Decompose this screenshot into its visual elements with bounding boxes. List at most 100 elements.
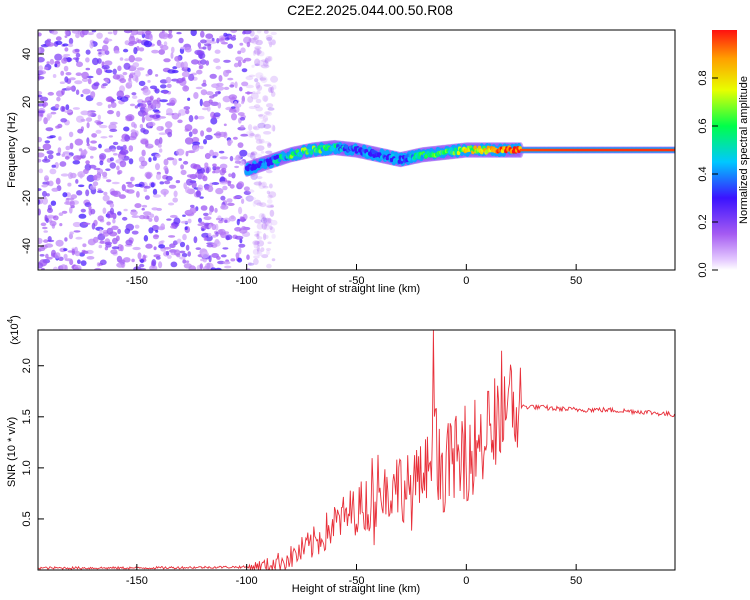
noise-blob: [112, 237, 118, 245]
noise-blob: [85, 57, 90, 63]
noise-blob: [127, 183, 135, 188]
noise-blob: [201, 251, 210, 259]
colorbar-tick-label: 0.4: [697, 166, 709, 181]
noise-blob: [96, 121, 102, 126]
noise-blob: [38, 32, 42, 37]
noise-blob: [88, 164, 97, 169]
noise-blob: [38, 199, 41, 206]
noise-blob: [223, 32, 228, 37]
noise-blob: [248, 131, 254, 139]
noise-blob: [64, 156, 70, 160]
noise-blob: [149, 265, 158, 270]
noise-blob: [77, 259, 81, 265]
noise-blob: [240, 125, 245, 129]
noise-blob: [75, 52, 81, 58]
noise-blob: [266, 169, 273, 174]
noise-blob: [206, 127, 213, 133]
noise-blob: [100, 136, 108, 139]
noise-blob: [41, 184, 48, 188]
noise-blob: [120, 244, 124, 252]
noise-blob: [256, 85, 263, 91]
noise-blob: [67, 182, 72, 187]
noise-blob: [170, 225, 176, 229]
noise-blob: [75, 236, 83, 240]
colorbar-gradient: [712, 30, 737, 270]
noise-blob: [131, 215, 140, 219]
noise-blob: [108, 135, 114, 138]
noise-blob: [184, 46, 192, 53]
noise-blob: [117, 211, 122, 216]
noise-blob: [71, 248, 76, 256]
noise-blob: [263, 123, 272, 129]
noise-blob: [173, 190, 178, 198]
trace-core: [407, 156, 412, 162]
trace-core: [275, 154, 280, 159]
noise-blob: [151, 259, 157, 267]
noise-blob: [58, 212, 64, 216]
noise-blob: [152, 234, 159, 240]
noise-blob: [262, 114, 268, 123]
noise-blob: [108, 123, 117, 131]
noise-blob: [176, 31, 182, 35]
y-tick-label: 0: [21, 147, 33, 153]
noise-blob: [97, 215, 104, 222]
noise-blob: [254, 78, 259, 83]
noise-blob: [155, 256, 161, 260]
noise-blob: [270, 124, 275, 132]
noise-blob: [152, 194, 161, 198]
noise-blob: [74, 80, 83, 85]
noise-blob: [147, 68, 153, 76]
noise-blob: [38, 103, 44, 107]
noise-blob: [247, 96, 254, 103]
noise-blob: [66, 57, 72, 63]
noise-blob: [241, 81, 249, 87]
noise-blob: [151, 224, 160, 232]
noise-blob: [265, 150, 273, 154]
noise-blob: [119, 160, 127, 168]
noise-blob: [38, 237, 43, 245]
noise-blob: [193, 92, 199, 99]
noise-blob: [93, 174, 98, 181]
noise-blob: [260, 64, 270, 69]
noise-blob: [264, 234, 269, 239]
noise-blob: [78, 148, 83, 152]
noise-blob: [141, 115, 145, 123]
noise-blob: [107, 110, 114, 115]
noise-blob: [156, 39, 162, 47]
noise-blob: [200, 89, 208, 96]
noise-blob: [51, 187, 59, 192]
noise-blob: [80, 260, 87, 266]
noise-blob: [224, 219, 228, 223]
noise-blob: [217, 102, 222, 109]
noise-blob: [258, 180, 262, 187]
noise-blob: [87, 110, 92, 117]
noise-blob: [38, 74, 41, 81]
noise-blob: [241, 100, 245, 105]
noise-blob: [179, 241, 186, 248]
noise-blob: [253, 255, 260, 259]
noise-blob: [136, 191, 140, 198]
noise-blob: [253, 242, 258, 249]
noise-blob: [184, 137, 194, 145]
noise-blob: [85, 117, 93, 122]
noise-blob: [160, 84, 167, 89]
noise-blob: [258, 212, 266, 220]
noise-blob: [42, 226, 48, 230]
noise-blob: [265, 204, 273, 209]
noise-blob: [201, 232, 210, 238]
noise-blob: [137, 39, 142, 44]
noise-blob: [108, 213, 117, 218]
noise-blob: [237, 50, 242, 55]
noise-blob: [266, 263, 272, 269]
noise-blob: [256, 250, 263, 257]
noise-blob: [263, 30, 269, 34]
noise-blob: [140, 160, 148, 167]
noise-blob: [223, 123, 227, 127]
noise-blob: [254, 233, 259, 237]
noise-blob: [222, 185, 228, 191]
noise-blob: [242, 59, 246, 64]
noise-blob: [49, 168, 57, 175]
noise-blob: [151, 49, 159, 54]
noise-blob: [69, 200, 75, 208]
noise-blob: [60, 105, 65, 112]
